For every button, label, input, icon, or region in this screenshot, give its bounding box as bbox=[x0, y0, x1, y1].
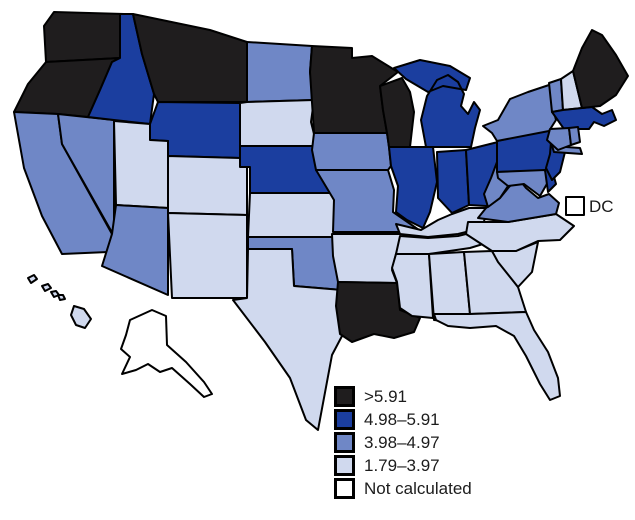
state-dc bbox=[565, 196, 585, 216]
state-il bbox=[388, 146, 438, 229]
legend-item: 4.98–5.91 bbox=[334, 409, 472, 430]
state-hi bbox=[27, 274, 92, 329]
legend-swatch-low bbox=[334, 455, 355, 476]
legend-label: 1.79–3.97 bbox=[364, 456, 440, 475]
state-me bbox=[572, 29, 629, 109]
state-ri bbox=[568, 126, 581, 146]
state-nd bbox=[246, 41, 315, 103]
legend-swatch-not-calculated bbox=[334, 478, 355, 499]
legend-label: >5.91 bbox=[364, 387, 408, 406]
states-layer bbox=[13, 11, 629, 431]
legend: >5.91 4.98–5.91 3.98–4.97 1.79–3.97 Not … bbox=[334, 386, 472, 499]
state-nm bbox=[167, 212, 248, 299]
legend-item: 3.98–4.97 bbox=[334, 432, 472, 453]
legend-swatch-highest bbox=[334, 386, 355, 407]
state-ar bbox=[331, 233, 405, 284]
legend-label: 3.98–4.97 bbox=[364, 433, 440, 452]
legend-swatch-high bbox=[334, 409, 355, 430]
state-ct bbox=[546, 127, 572, 151]
state-ia bbox=[311, 132, 392, 171]
legend-label: Not calculated bbox=[364, 479, 472, 498]
dc-label: DC bbox=[589, 197, 614, 216]
state-tx bbox=[232, 248, 343, 431]
legend-swatch-medium bbox=[334, 432, 355, 453]
state-al bbox=[428, 251, 471, 323]
state-fl bbox=[433, 311, 561, 401]
legend-label: 4.98–5.91 bbox=[364, 410, 440, 429]
state-in bbox=[436, 149, 470, 214]
legend-item: 1.79–3.97 bbox=[334, 455, 472, 476]
state-co bbox=[167, 155, 248, 216]
legend-item: Not calculated bbox=[334, 478, 472, 499]
state-wa bbox=[43, 11, 125, 63]
state-sd bbox=[239, 99, 318, 147]
state-ma bbox=[551, 106, 617, 130]
state-ks bbox=[247, 192, 338, 238]
state-va bbox=[477, 177, 560, 223]
state-ak bbox=[120, 309, 213, 398]
state-az bbox=[101, 204, 169, 296]
state-mi bbox=[393, 59, 481, 148]
legend-item: >5.91 bbox=[334, 386, 472, 407]
